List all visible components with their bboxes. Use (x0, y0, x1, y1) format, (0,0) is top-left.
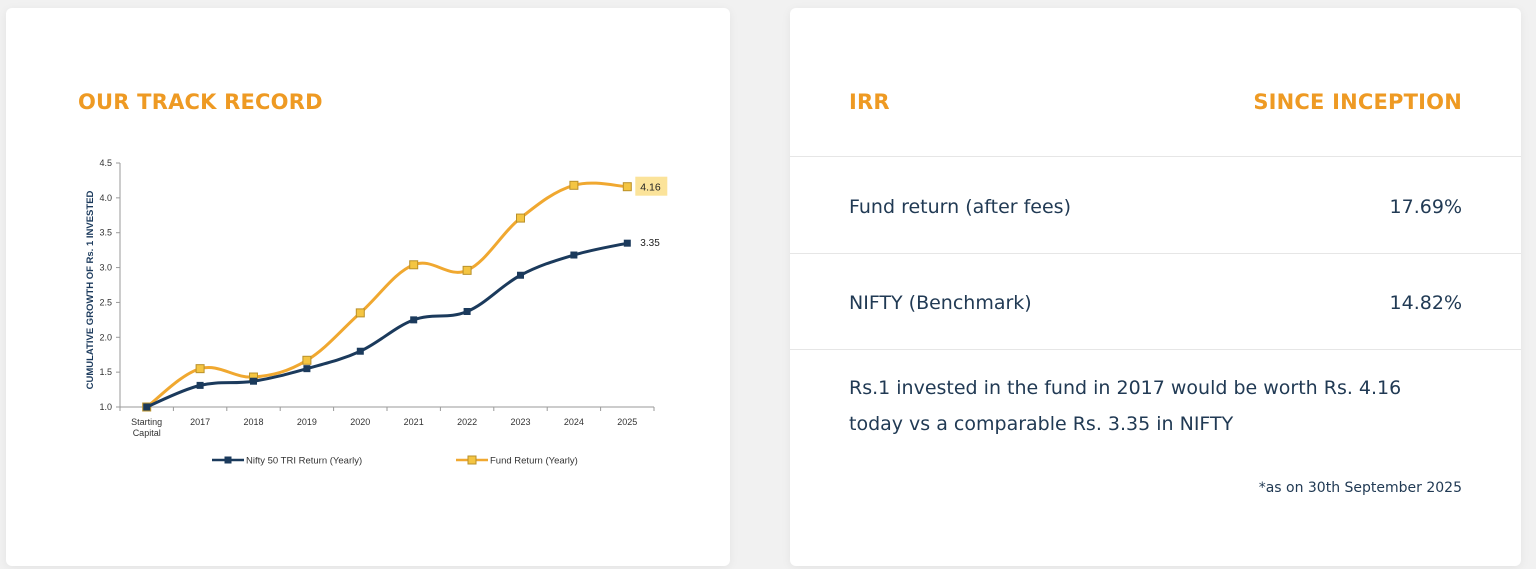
nifty-data-point (143, 403, 151, 411)
nifty-benchmark-label: NIFTY (Benchmark) (849, 292, 1032, 314)
y-axis-title: CUMULATIVE GROWTH OF Rs. 1 INVESTED (85, 190, 96, 389)
fund-data-point (195, 364, 205, 374)
y-tick-label: 2.0 (99, 332, 112, 342)
x-tick-label: 2018 (243, 417, 263, 427)
fund-data-point (355, 308, 365, 318)
nifty-data-point (570, 251, 578, 259)
x-tick-label: 2021 (404, 417, 424, 427)
nifty-data-point (623, 239, 631, 247)
track-record-title: OUR TRACK RECORD (78, 90, 323, 114)
legend-marker (467, 455, 477, 465)
x-tick-label: 2024 (564, 417, 584, 427)
nifty-data-point (356, 347, 364, 355)
nifty-data-point (196, 381, 204, 389)
footnote: *as on 30th September 2025 (1258, 480, 1462, 496)
irr-header-label: IRR (849, 90, 890, 114)
nifty-data-point (410, 316, 418, 324)
fund-end-label-bg (635, 176, 668, 196)
fund-data-point (569, 180, 579, 190)
legend-label: Fund Return (Yearly) (490, 456, 578, 467)
track-record-card: OUR TRACK RECORD 1.0 1.5 2.0 2.5 3.0 3.5 4.0 4.… (6, 8, 730, 566)
y-tick-label: 3.5 (99, 228, 112, 238)
legend-marker (224, 456, 232, 464)
irr-card: IRR SINCE INCEPTION Fund return (after f… (790, 8, 1521, 566)
nifty-data-point (517, 271, 524, 279)
x-tick-label: 2017 (190, 417, 210, 427)
divider (790, 349, 1521, 350)
since-inception-header: SINCE INCEPTION (1253, 90, 1462, 114)
x-tick-label: 2025 (617, 417, 637, 427)
fund-return-label: Fund return (after fees) (849, 196, 1071, 218)
y-tick-label: 3.0 (99, 263, 112, 273)
summary-text: Rs.1 invested in the fund in 2017 would … (849, 377, 1402, 435)
x-tick-label: 2022 (457, 417, 477, 427)
y-tick-label: 1.5 (99, 367, 112, 377)
x-tick-label: Capital (133, 428, 161, 438)
nifty-data-point (303, 365, 311, 373)
fund-end-label: 4.16 (640, 182, 661, 194)
divider (790, 156, 1521, 157)
fund-data-point (622, 182, 632, 192)
nifty-benchmark-value: 14.82% (1389, 292, 1462, 314)
nifty-data-point (250, 377, 257, 385)
x-tick-label: Starting (131, 417, 162, 427)
y-tick-label: 1.0 (99, 402, 112, 412)
series-line-nifty (146, 241, 628, 409)
x-tick-label: 2020 (350, 417, 370, 427)
fund-data-point (462, 265, 472, 275)
nifty-end-label: 3.35 (640, 238, 660, 249)
fund-data-point (516, 213, 525, 223)
y-tick-label: 4.0 (99, 193, 112, 203)
x-tick-label: 2019 (297, 417, 317, 427)
x-tick-label: 2023 (510, 417, 530, 427)
y-tick-label: 4.5 (99, 158, 112, 168)
nifty-data-point (463, 307, 471, 315)
fund-return-value: 17.69% (1389, 196, 1462, 218)
fund-data-point (302, 355, 312, 365)
divider (790, 253, 1521, 254)
series-line-fund (145, 181, 628, 409)
fund-data-point (409, 260, 419, 270)
y-tick-label: 2.5 (99, 297, 112, 307)
legend-label: Nifty 50 TRI Return (Yearly) (246, 456, 362, 467)
